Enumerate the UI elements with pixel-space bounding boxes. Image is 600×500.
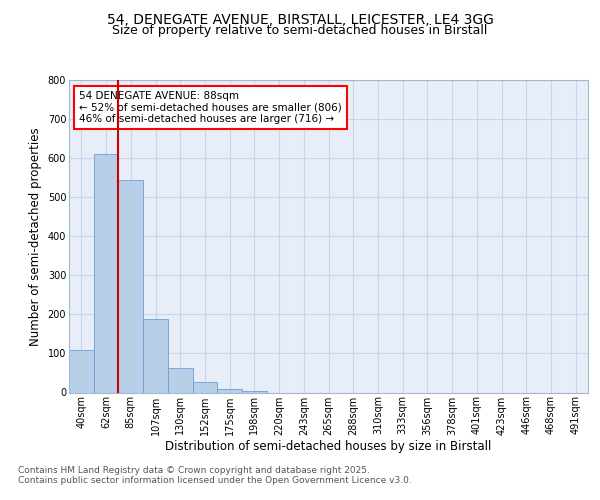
Bar (143, 319, 168, 392)
Bar (217, 388, 242, 392)
Text: Size of property relative to semi-detached houses in Birstall: Size of property relative to semi-detach… (112, 24, 488, 37)
Text: 54 DENEGATE AVENUE: 88sqm
← 52% of semi-detached houses are smaller (806)
46% of: 54 DENEGATE AVENUE: 88sqm ← 52% of semi-… (79, 91, 342, 124)
Bar (118, 180, 143, 392)
Bar (193, 382, 217, 392)
Y-axis label: Number of semi-detached properties: Number of semi-detached properties (29, 127, 42, 346)
Text: Contains HM Land Registry data © Crown copyright and database right 2025.: Contains HM Land Registry data © Crown c… (18, 466, 370, 475)
Text: Contains public sector information licensed under the Open Government Licence v3: Contains public sector information licen… (18, 476, 412, 485)
Bar (94, 154, 118, 392)
Bar (168, 368, 193, 392)
X-axis label: Distribution of semi-detached houses by size in Birstall: Distribution of semi-detached houses by … (166, 440, 491, 453)
Text: 54, DENEGATE AVENUE, BIRSTALL, LEICESTER, LE4 3GG: 54, DENEGATE AVENUE, BIRSTALL, LEICESTER… (107, 13, 493, 27)
Bar (242, 390, 267, 392)
Bar (69, 350, 94, 393)
